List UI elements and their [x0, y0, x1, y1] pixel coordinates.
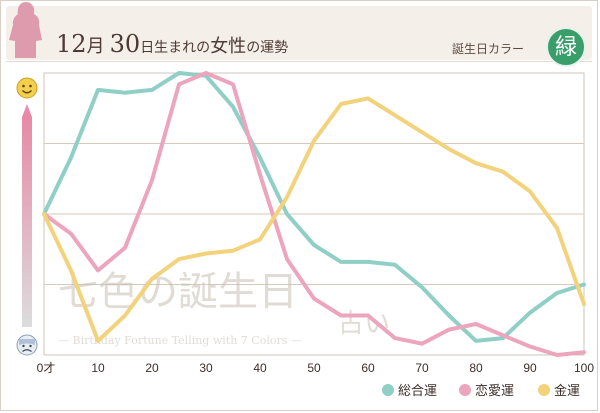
- x-tick-label: 40: [253, 361, 267, 375]
- watermark-logo: 七色の誕生日: [58, 269, 298, 315]
- x-tick-label: 70: [415, 361, 429, 375]
- title-suffix-1: 日生まれの: [140, 40, 211, 56]
- legend: 総合運 恋愛運 金運: [382, 383, 580, 398]
- series-lines: [42, 71, 586, 357]
- series-line-2: [42, 71, 586, 357]
- legend-swatch-money: [538, 384, 550, 396]
- x-tick-label: 60: [361, 361, 375, 375]
- x-tick-label: 20: [145, 361, 159, 375]
- birth-month: 12: [56, 30, 87, 58]
- header-divider: [6, 61, 592, 62]
- header-bar: [6, 6, 592, 60]
- legend-label-love: 恋愛運: [475, 383, 514, 398]
- birth-day: 30: [109, 30, 141, 58]
- x-tick-label: 30: [199, 361, 213, 375]
- x-tick-label: 0才: [37, 361, 56, 375]
- x-axis-tick-labels: 0才 10 20 30 40 50 60 70 80 90 100: [37, 361, 595, 375]
- legend-label-overall: 総合運: [398, 383, 437, 398]
- fortune-meter: [22, 104, 32, 327]
- watermark: 七色の誕生日 占い — Birthday Fortune Telling wit…: [58, 269, 390, 347]
- birth-color-badge: 緑: [546, 27, 586, 67]
- x-tick-label: 10: [91, 361, 105, 375]
- series-line-3: [42, 96, 586, 343]
- happy-face-icon: [16, 77, 38, 99]
- x-tick-label: 90: [523, 361, 537, 375]
- watermark-tagline: — Birthday Fortune Telling with 7 Colors…: [58, 334, 302, 347]
- meter-arrow-icon: [22, 104, 32, 117]
- meter-bar: [22, 117, 32, 327]
- page-title: 12月 30日生まれの女性の運勢: [56, 30, 288, 62]
- x-tick-label: 50: [307, 361, 321, 375]
- sad-face-icon: [16, 334, 38, 356]
- series-line-1: [42, 71, 586, 343]
- legend-label-money: 金運: [554, 383, 580, 398]
- birth-color-label: 誕生日カラー: [452, 42, 525, 56]
- legend-swatch-love: [459, 384, 471, 396]
- legend-swatch-overall: [382, 384, 394, 396]
- woman-silhouette-icon: [9, 2, 42, 58]
- x-tick-label: 100: [574, 361, 594, 375]
- title-gender: 女性: [210, 36, 247, 57]
- title-suffix-2: の運勢: [246, 40, 289, 56]
- month-unit: 月: [86, 36, 105, 57]
- x-tick-label: 80: [469, 361, 483, 375]
